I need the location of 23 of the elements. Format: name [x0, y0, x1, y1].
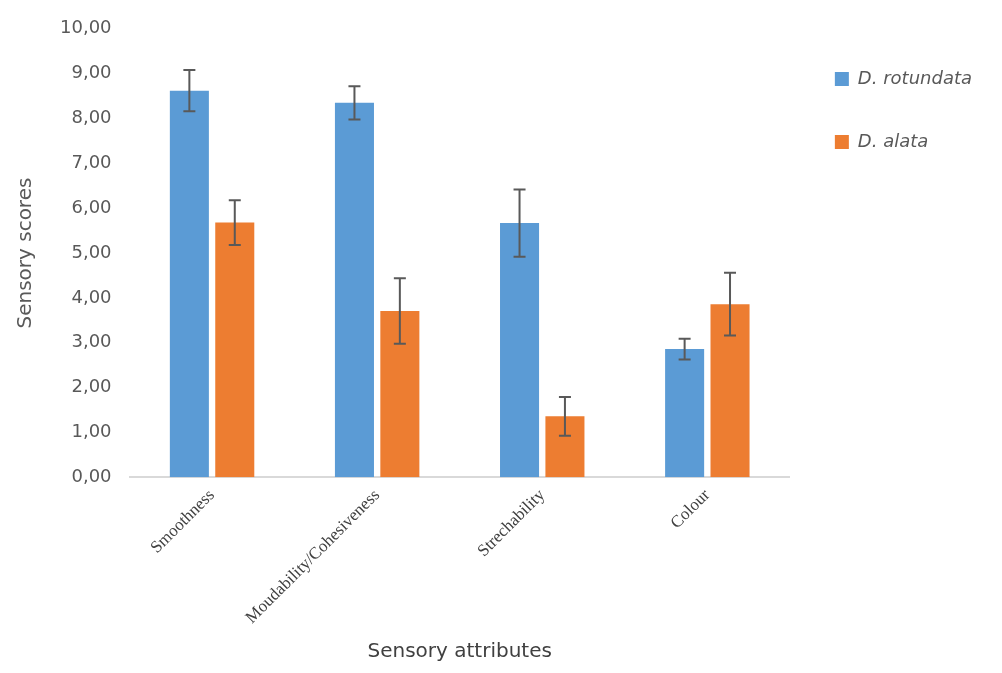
y-tick-label: 1,00 — [71, 420, 112, 442]
y-tick-label: 2,00 — [71, 375, 112, 397]
bar — [665, 349, 705, 478]
y-tick-label: 5,00 — [71, 240, 112, 262]
y-tick-label: 7,00 — [71, 151, 112, 173]
y-tick-label: 9,00 — [71, 61, 112, 83]
bar — [500, 223, 540, 478]
bar — [169, 90, 209, 478]
x-axis-title: Sensory attributes — [367, 638, 552, 663]
y-tick-label: 3,00 — [71, 330, 112, 352]
bar — [710, 304, 750, 478]
y-tick-label: 4,00 — [71, 285, 112, 307]
bar — [545, 416, 585, 478]
bar — [334, 102, 374, 478]
bar — [380, 310, 420, 478]
y-axis-title: Sensory scores — [12, 177, 37, 329]
y-tick-label: 0,00 — [71, 465, 112, 487]
y-tick-label: 10,00 — [60, 16, 112, 38]
bar — [215, 222, 255, 478]
legend-label: D. alata — [857, 129, 929, 151]
y-tick-label: 6,00 — [71, 195, 112, 217]
legend-label: D. rotundata — [857, 66, 973, 88]
y-tick-label: 8,00 — [71, 106, 112, 128]
